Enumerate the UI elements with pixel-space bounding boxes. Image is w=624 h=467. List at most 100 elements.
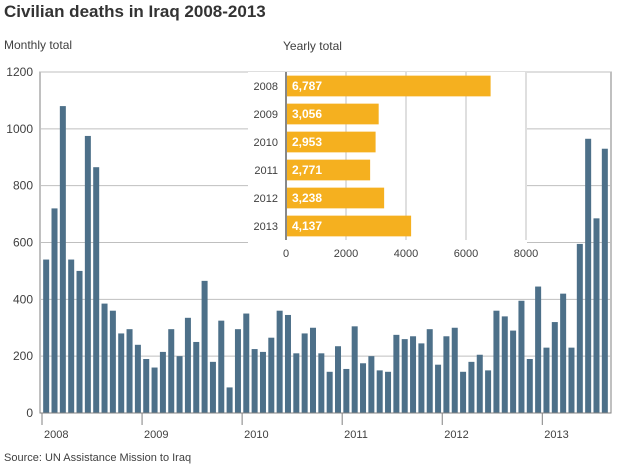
yearly-bar bbox=[287, 75, 491, 97]
monthly-bar bbox=[393, 334, 400, 413]
monthly-bar bbox=[360, 363, 367, 413]
monthly-bar bbox=[543, 347, 550, 413]
monthly-bar bbox=[510, 330, 517, 413]
monthly-bar bbox=[576, 243, 583, 413]
yearly-value-label: 2,771 bbox=[292, 163, 322, 177]
inset-x-tick-label: 6000 bbox=[454, 248, 478, 260]
monthly-bar bbox=[585, 138, 592, 413]
monthly-bar bbox=[84, 135, 91, 413]
monthly-bar bbox=[176, 356, 183, 413]
monthly-bar bbox=[234, 329, 241, 413]
y-tick-label: 600 bbox=[13, 236, 33, 250]
monthly-bar bbox=[218, 320, 225, 413]
y-tick-label: 800 bbox=[13, 179, 33, 193]
yearly-value-label: 3,056 bbox=[292, 107, 322, 121]
monthly-bar bbox=[476, 354, 483, 413]
monthly-bar bbox=[485, 370, 492, 413]
monthly-bar bbox=[76, 270, 83, 413]
monthly-bar bbox=[93, 167, 100, 413]
yearly-bar bbox=[287, 103, 379, 125]
monthly-bar bbox=[593, 218, 600, 413]
y-tick-label: 1000 bbox=[6, 122, 33, 136]
monthly-bar bbox=[551, 322, 558, 413]
monthly-bar bbox=[251, 349, 258, 413]
monthly-bar bbox=[451, 327, 458, 413]
monthly-bar bbox=[560, 293, 567, 413]
monthly-bar bbox=[468, 361, 475, 413]
monthly-bar bbox=[201, 280, 208, 413]
monthly-bar bbox=[243, 313, 250, 413]
monthly-bar bbox=[143, 359, 150, 413]
x-tick-label: 2013 bbox=[544, 429, 568, 441]
yearly-subtitle: Yearly total bbox=[283, 39, 342, 53]
monthly-bar bbox=[134, 344, 141, 413]
yearly-bar bbox=[287, 159, 371, 181]
monthly-bar bbox=[518, 300, 525, 413]
monthly-bar bbox=[284, 314, 291, 413]
inset-x-tick-label: 4000 bbox=[394, 248, 418, 260]
x-tick-label: 2009 bbox=[144, 429, 168, 441]
monthly-bar bbox=[385, 371, 392, 413]
monthly-bar bbox=[193, 341, 200, 413]
x-tick-label: 2011 bbox=[344, 429, 368, 441]
inset-category-label: 2008 bbox=[254, 81, 278, 93]
yearly-value-label: 2,953 bbox=[292, 135, 322, 149]
monthly-bar bbox=[259, 351, 266, 413]
monthly-bar bbox=[426, 329, 433, 413]
yearly-value-label: 4,137 bbox=[292, 219, 322, 233]
inset-x-tick-label: 8000 bbox=[514, 248, 538, 260]
monthly-bar bbox=[568, 347, 575, 413]
chart-title: Civilian deaths in Iraq 2008-2013 bbox=[4, 2, 266, 21]
monthly-bar bbox=[326, 371, 333, 413]
source-note: Source: UN Assistance Mission to Iraq bbox=[4, 452, 192, 464]
monthly-bar bbox=[601, 148, 608, 413]
y-tick-label: 0 bbox=[26, 406, 33, 420]
inset-category-label: 2012 bbox=[254, 193, 278, 205]
yearly-value-label: 3,238 bbox=[292, 191, 322, 205]
monthly-bar bbox=[410, 336, 417, 413]
x-tick-label: 2008 bbox=[44, 429, 68, 441]
monthly-bar bbox=[226, 387, 233, 413]
monthly-bar bbox=[68, 259, 75, 413]
monthly-bar bbox=[276, 310, 283, 413]
yearly-value-label: 6,787 bbox=[292, 79, 322, 93]
monthly-bar bbox=[293, 353, 300, 413]
monthly-bar bbox=[301, 333, 308, 413]
monthly-bar bbox=[168, 329, 175, 413]
monthly-bar bbox=[443, 336, 450, 413]
y-tick-label: 1200 bbox=[6, 65, 33, 79]
monthly-bar bbox=[418, 343, 425, 413]
monthly-bar bbox=[43, 259, 50, 413]
inset-category-label: 2011 bbox=[254, 165, 278, 177]
monthly-bar bbox=[59, 106, 66, 413]
monthly-bar bbox=[159, 351, 166, 413]
x-tick-label: 2010 bbox=[244, 429, 268, 441]
monthly-bar bbox=[368, 356, 375, 413]
monthly-bar bbox=[268, 337, 275, 413]
monthly-bar bbox=[535, 286, 542, 413]
monthly-bar bbox=[151, 367, 158, 413]
monthly-bar bbox=[351, 326, 358, 413]
yearly-bar bbox=[287, 215, 412, 237]
monthly-bar bbox=[435, 364, 442, 413]
monthly-bar bbox=[460, 371, 467, 413]
monthly-bar bbox=[309, 327, 316, 413]
monthly-bar bbox=[343, 368, 350, 413]
monthly-bar bbox=[526, 359, 533, 413]
y-tick-label: 400 bbox=[13, 292, 33, 306]
inset-x-tick-label: 0 bbox=[283, 248, 289, 260]
monthly-bar bbox=[101, 303, 108, 413]
monthly-bar bbox=[401, 339, 408, 413]
monthly-bar bbox=[109, 310, 116, 413]
monthly-subtitle: Monthly total bbox=[4, 38, 73, 52]
monthly-bar bbox=[118, 333, 125, 413]
monthly-bar bbox=[184, 317, 191, 413]
inset-x-tick-label: 2000 bbox=[334, 248, 358, 260]
yearly-bar bbox=[287, 187, 385, 209]
monthly-bar bbox=[126, 329, 133, 413]
yearly-bar bbox=[287, 131, 376, 153]
inset-category-label: 2013 bbox=[254, 221, 278, 233]
monthly-bar bbox=[209, 361, 216, 413]
